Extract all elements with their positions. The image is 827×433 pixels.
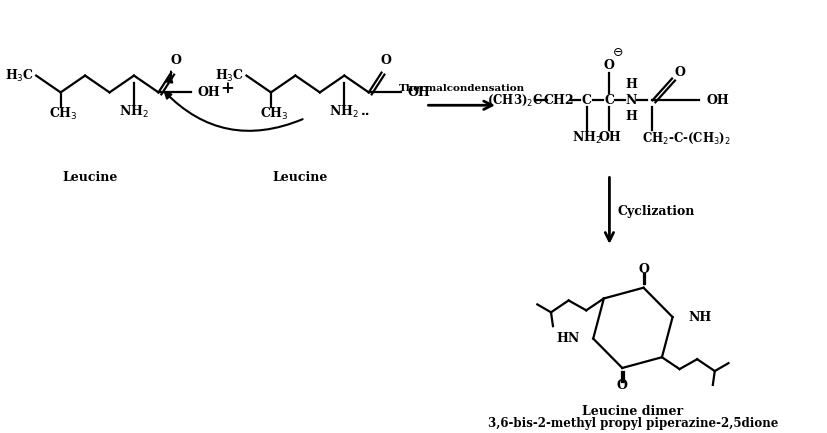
Text: H: H <box>625 78 637 91</box>
Text: O: O <box>381 54 392 67</box>
Text: Cyclization: Cyclization <box>617 205 695 218</box>
Text: O: O <box>638 263 649 276</box>
Text: O: O <box>604 59 614 72</box>
Text: 3,6-bis-2-methyl propyl piperazine-2,5dione: 3,6-bis-2-methyl propyl piperazine-2,5di… <box>488 417 778 430</box>
Text: NH$_2$: NH$_2$ <box>119 104 149 120</box>
Text: Leucine dimer: Leucine dimer <box>582 405 683 418</box>
Text: ··: ·· <box>361 108 370 121</box>
Text: C: C <box>582 94 592 107</box>
Text: Thermalcondensation: Thermalcondensation <box>399 84 525 93</box>
Text: CH$_3$: CH$_3$ <box>260 106 289 122</box>
Text: (CH3)$_2$C: (CH3)$_2$C <box>487 93 543 108</box>
Text: C: C <box>605 94 614 107</box>
Text: Leucine: Leucine <box>273 171 328 184</box>
Text: ⊖: ⊖ <box>613 46 624 59</box>
Text: CH2: CH2 <box>543 94 574 107</box>
FancyArrowPatch shape <box>165 92 303 131</box>
Text: CH$_3$: CH$_3$ <box>49 106 78 122</box>
Text: N: N <box>625 94 637 107</box>
Text: O: O <box>674 66 686 79</box>
Text: OH: OH <box>598 131 621 144</box>
Text: OH: OH <box>408 86 431 99</box>
Text: H: H <box>625 110 637 123</box>
Text: O: O <box>170 54 181 67</box>
Text: NH$_2$: NH$_2$ <box>329 104 359 120</box>
Text: NH$_2$: NH$_2$ <box>572 130 602 146</box>
Text: OH: OH <box>706 94 729 107</box>
Text: H$_3$C: H$_3$C <box>215 68 245 84</box>
Text: OH: OH <box>198 86 220 99</box>
Text: HN: HN <box>557 332 580 345</box>
FancyArrowPatch shape <box>166 71 172 83</box>
Text: NH: NH <box>688 310 711 323</box>
Text: +: + <box>220 80 234 97</box>
Text: Leucine: Leucine <box>62 171 117 184</box>
Text: CH$_2$-C-(CH$_3$)$_2$: CH$_2$-C-(CH$_3$)$_2$ <box>642 130 731 145</box>
Text: O: O <box>617 379 628 392</box>
Text: H$_3$C: H$_3$C <box>5 68 34 84</box>
